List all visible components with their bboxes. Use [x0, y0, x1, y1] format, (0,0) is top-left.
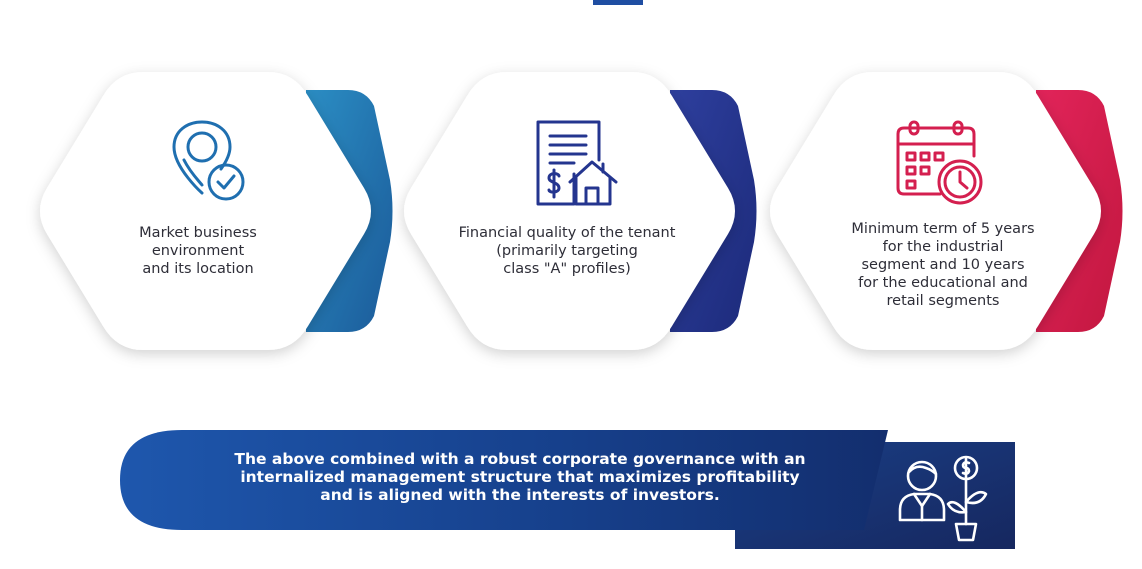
banner-background — [120, 430, 1015, 549]
card-label: Market business environment and its loca… — [139, 225, 257, 277]
top-accent-tab — [593, 0, 643, 5]
hexagon-card-background — [404, 72, 757, 350]
card-market-location: Market business environment and its loca… — [40, 70, 393, 352]
hexagon-card-background — [770, 72, 1123, 350]
investor-growth-icon — [894, 454, 990, 544]
document-house-icon — [524, 120, 624, 210]
governance-banner: The above combined with a robust corpora… — [0, 420, 1142, 560]
calendar-clock-icon — [890, 120, 990, 210]
card-tenant-quality: Financial quality of the tenant (primari… — [404, 70, 757, 352]
card-minimum-term: Minimum term of 5 years for the industri… — [770, 70, 1123, 352]
card-label: Financial quality of the tenant (primari… — [458, 225, 676, 277]
location-check-icon — [160, 120, 260, 210]
card-label: Minimum term of 5 years for the industri… — [851, 221, 1035, 309]
banner-text: The above combined with a robust corpora… — [234, 450, 806, 504]
hexagon-card-background — [40, 72, 393, 350]
